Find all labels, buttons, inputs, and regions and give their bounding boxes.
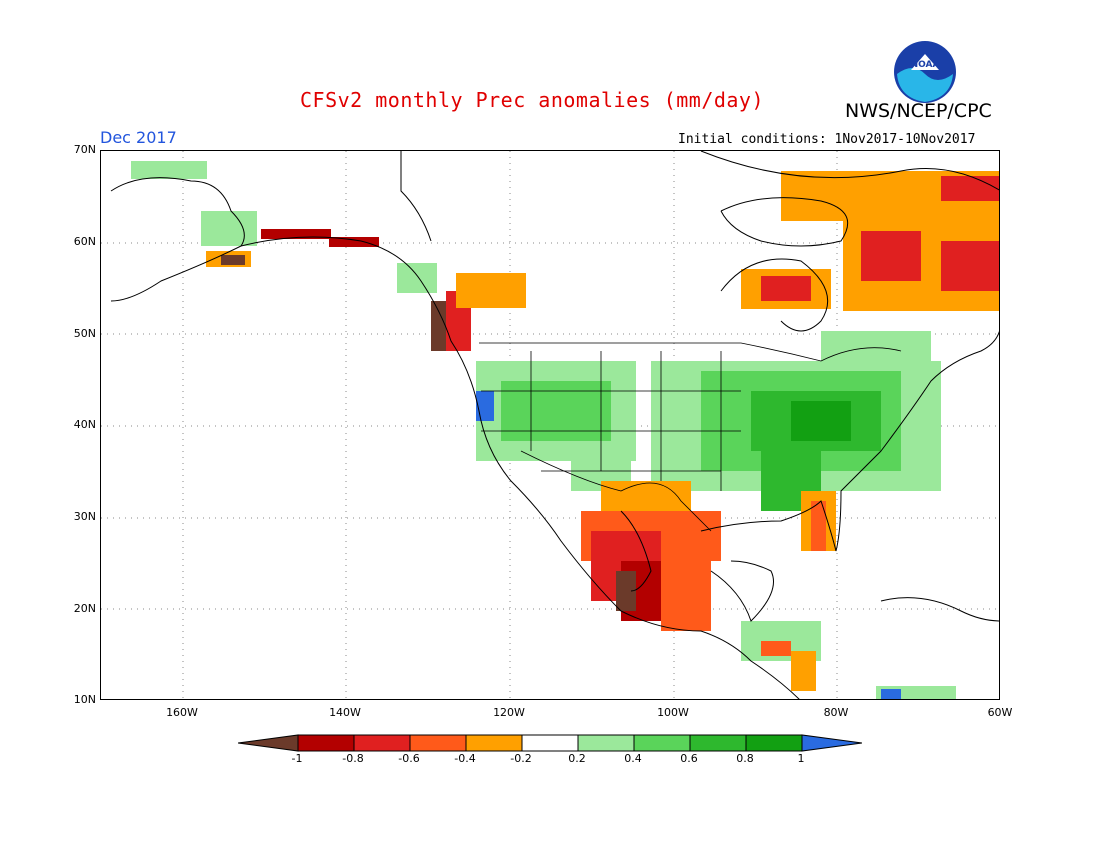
colorbar-cell	[353, 734, 411, 752]
anomaly-map	[101, 151, 999, 699]
lon-label-80w: 80W	[823, 706, 849, 719]
colorbar-label: -1	[291, 752, 303, 765]
colorbar-label: 1	[797, 752, 805, 765]
lat-label-50n: 50N	[73, 327, 96, 340]
lat-label-20n: 20N	[73, 602, 96, 615]
colorbar-cell	[745, 734, 803, 752]
lat-label-60n: 60N	[73, 235, 96, 248]
colorbar-label: -0.8	[342, 752, 364, 765]
organization-label: NWS/NCEP/CPC	[845, 100, 992, 122]
lon-label-140w: 140W	[329, 706, 361, 719]
lon-label-60w: 60W	[987, 706, 1013, 719]
colorbar-label: 0.6	[680, 752, 698, 765]
lon-label-100w: 100W	[657, 706, 689, 719]
colorbar-label: 0.4	[624, 752, 642, 765]
colorbar-cell	[297, 734, 355, 752]
colorbar-cell	[633, 734, 691, 752]
colorbar-label: -0.4	[454, 752, 476, 765]
colorbar-cell	[409, 734, 467, 752]
colorbar-right-arrow	[801, 734, 862, 752]
valid-month-label: Dec 2017	[100, 128, 177, 147]
lat-label-30n: 30N	[73, 510, 96, 523]
coastlines	[110, 151, 999, 699]
colorbar-cell	[521, 734, 579, 752]
colorbar-label: -0.6	[398, 752, 420, 765]
lat-label-70n: 70N	[73, 143, 96, 156]
noaa-logo-text: NOAA	[911, 60, 940, 70]
colorbar-left-arrow	[238, 734, 299, 752]
precip-anomaly-shading	[131, 161, 999, 699]
colorbar-label: -0.2	[510, 752, 532, 765]
lon-label-160w: 160W	[166, 706, 198, 719]
initial-conditions-label: Initial conditions: 1Nov2017-10Nov2017	[678, 132, 976, 147]
colorbar	[238, 734, 862, 752]
noaa-logo-icon: NOAA	[894, 41, 956, 103]
lat-label-40n: 40N	[73, 418, 96, 431]
colorbar-label: 0.2	[568, 752, 586, 765]
map-panel	[100, 150, 1000, 700]
colorbar-cell	[689, 734, 747, 752]
boundaries	[479, 342, 902, 532]
map-title: CFSv2 monthly Prec anomalies (mm/day)	[300, 88, 765, 112]
colorbar-label: 0.8	[736, 752, 754, 765]
lon-label-120w: 120W	[493, 706, 525, 719]
lat-label-10n: 10N	[73, 693, 96, 706]
colorbar-cell	[465, 734, 523, 752]
colorbar-cell	[577, 734, 635, 752]
